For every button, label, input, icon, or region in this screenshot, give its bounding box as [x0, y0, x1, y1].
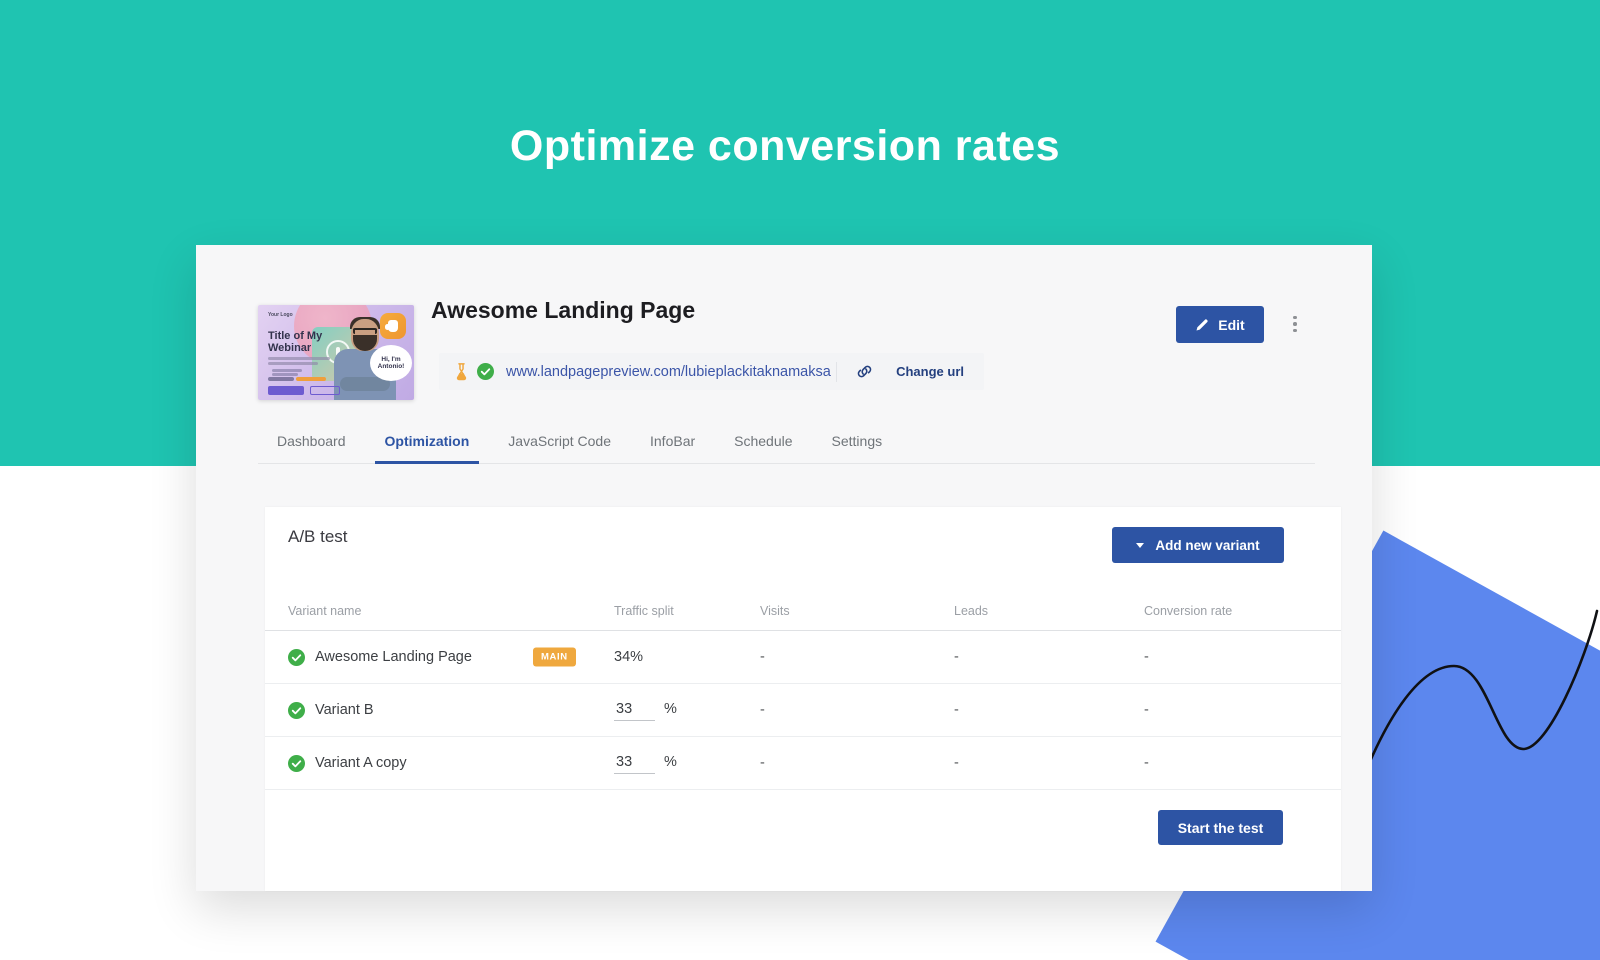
tab-optimization[interactable]: Optimization — [374, 433, 480, 464]
tab-infobar[interactable]: InfoBar — [650, 433, 696, 449]
hand-badge-icon — [380, 313, 406, 339]
tab-javascript-code[interactable]: JavaScript Code — [508, 433, 611, 449]
leads-value: - — [954, 702, 959, 718]
table-row: Variant A copy % - - - — [265, 737, 1341, 790]
column-header: Variant name — [288, 604, 362, 618]
variant-active-icon — [288, 648, 305, 666]
thumb-headline: Title of My Webinar — [268, 330, 323, 354]
column-header: Conversion rate — [1144, 604, 1233, 618]
conversion-rate-value: - — [1144, 702, 1149, 718]
thumb-speech-bubble: Hi, I'm Antonio! — [370, 345, 412, 381]
ab-flask-icon — [456, 363, 467, 381]
variant-name: Variant A copy — [315, 755, 407, 771]
verified-check-icon — [477, 363, 494, 380]
ab-test-panel: A/B test Add new variant Variant name Tra… — [265, 507, 1341, 891]
thumb-cta-button — [268, 386, 304, 395]
visits-value: - — [760, 755, 765, 771]
start-test-button[interactable]: Start the test — [1158, 810, 1283, 845]
table-header: Variant name Traffic split Visits Leads Conv… — [265, 592, 1341, 631]
url-divider — [836, 361, 838, 382]
variant-name: Variant B — [315, 702, 374, 718]
conversion-rate-value: - — [1144, 755, 1149, 771]
variant-active-icon — [288, 701, 305, 719]
table-row: Awesome Landing Page MAIN 34% - - - — [265, 631, 1341, 684]
main-badge: MAIN — [533, 647, 576, 667]
chevron-down-icon — [1136, 542, 1145, 548]
tab-settings[interactable]: Settings — [831, 433, 883, 449]
decorative-wave-line — [1361, 609, 1599, 780]
url-bar: www.landpagepreview.com/lubieplackitakna… — [439, 353, 984, 390]
table-row: Variant B % - - - — [265, 684, 1341, 737]
section-title: A/B test — [288, 527, 348, 546]
page-url-link[interactable]: www.landpagepreview.com/lubieplackitakna… — [506, 363, 831, 380]
tab-schedule[interactable]: Schedule — [734, 433, 793, 449]
visits-value: - — [760, 649, 765, 665]
more-options-button[interactable] — [1286, 311, 1304, 337]
change-url-button[interactable]: Change url — [896, 364, 964, 379]
column-header: Leads — [954, 604, 989, 618]
percent-sign: % — [664, 701, 677, 717]
thumb-secondary-button — [310, 386, 340, 395]
pencil-icon — [1196, 318, 1208, 330]
copy-link-icon[interactable] — [855, 362, 874, 381]
traffic-split-cell: 34% — [614, 649, 644, 665]
visits-value: - — [760, 702, 765, 718]
landing-page-thumbnail: Your Logo Title of My Webinar Hi, I'm An… — [258, 305, 414, 400]
leads-value: - — [954, 649, 959, 665]
add-new-variant-button[interactable]: Add new variant — [1112, 527, 1284, 563]
edit-button[interactable]: Edit — [1176, 306, 1264, 343]
leads-value: - — [954, 755, 959, 771]
thumb-logo-text: Your Logo — [268, 312, 293, 318]
variant-rows: Awesome Landing Page MAIN 34% - - - Vari… — [265, 631, 1341, 790]
percent-sign: % — [664, 754, 677, 770]
traffic-split-cell: % — [614, 752, 760, 774]
hero-title: Optimize conversion rates — [509, 122, 1061, 170]
variant-name: Awesome Landing Page — [315, 649, 472, 665]
variant-active-icon — [288, 754, 305, 772]
conversion-rate-value: - — [1144, 649, 1149, 665]
thumb-highlight — [296, 377, 326, 381]
traffic-split-input[interactable] — [614, 699, 655, 721]
landing-page-card: Your Logo Title of My Webinar Hi, I'm An… — [196, 245, 1372, 891]
traffic-split-input[interactable] — [614, 752, 655, 774]
column-header: Visits — [760, 604, 790, 618]
tab-dashboard[interactable]: Dashboard — [277, 433, 346, 449]
traffic-split-cell: % — [614, 699, 760, 721]
page-title: Awesome Landing Page — [431, 297, 696, 323]
tab-bar: Dashboard Optimization JavaScript Code Info… — [258, 433, 1315, 464]
column-header: Traffic split — [614, 604, 674, 618]
